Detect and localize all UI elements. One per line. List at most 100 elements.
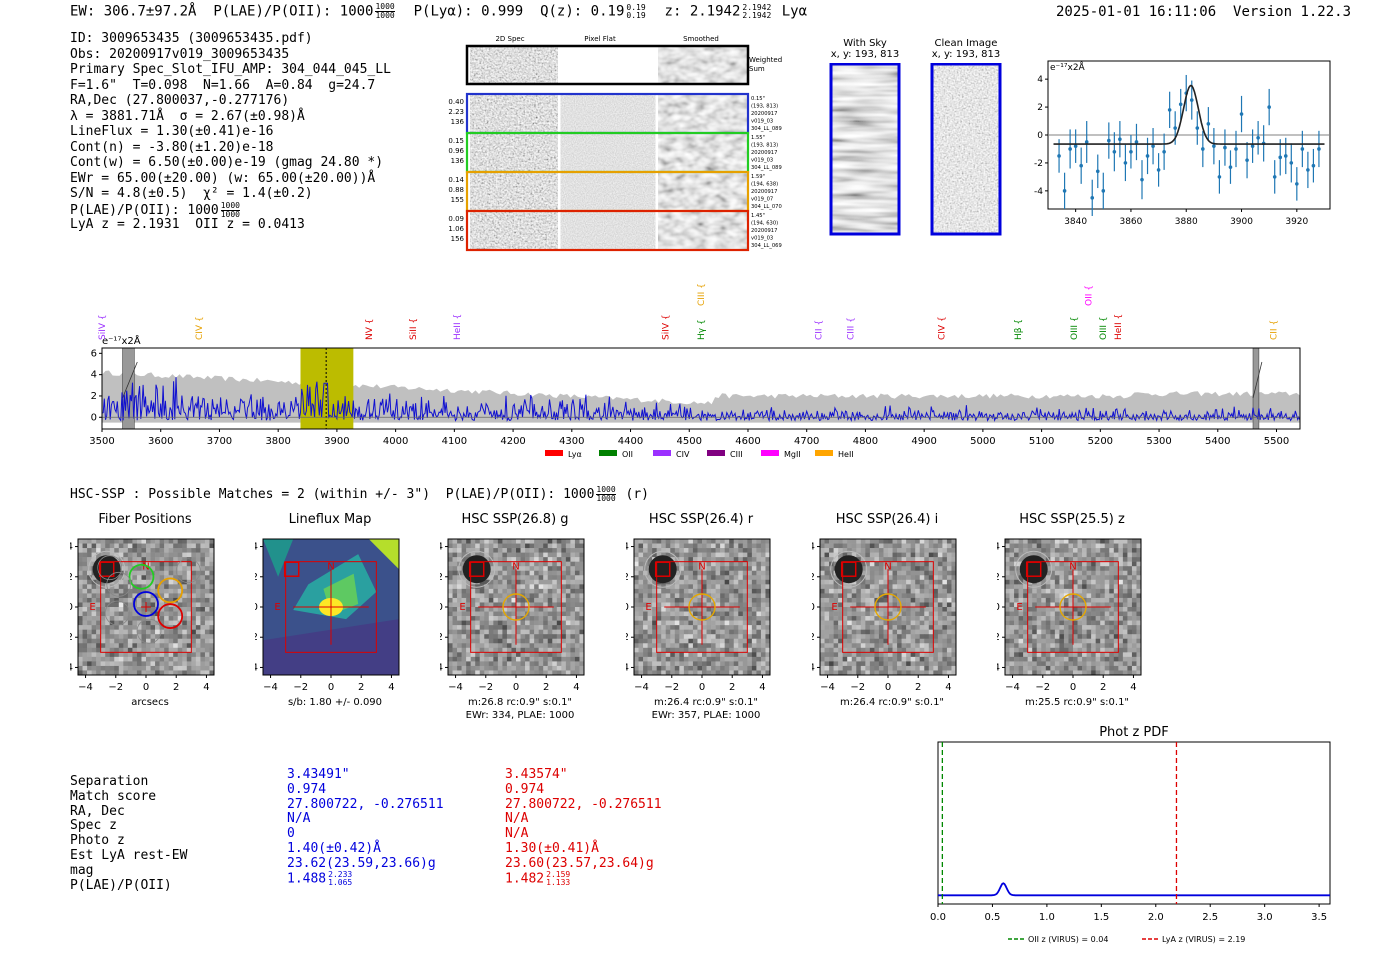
pixel <box>452 548 458 553</box>
pixel <box>910 548 916 553</box>
pixel <box>1086 548 1092 553</box>
pixel <box>751 566 757 572</box>
pixel <box>195 629 201 635</box>
legend-swatch <box>707 450 725 456</box>
pixel <box>556 570 562 576</box>
pixel <box>195 625 201 630</box>
pixel <box>856 579 862 585</box>
north-label: N <box>142 562 149 573</box>
pixel <box>565 575 571 581</box>
pixel <box>856 548 862 553</box>
pixel <box>1086 593 1092 599</box>
info-line: LyA z = 2.1931 OII z = 0.0413 <box>70 217 305 232</box>
pixel <box>574 625 580 630</box>
pixel <box>186 552 192 558</box>
pixel <box>1136 552 1142 558</box>
pixel <box>638 634 644 640</box>
pixel <box>1118 656 1124 662</box>
pixel <box>132 652 138 658</box>
pixel <box>1095 602 1101 608</box>
pixel <box>132 656 138 662</box>
pixel <box>1095 561 1101 567</box>
pixel <box>910 602 916 608</box>
pixel <box>906 634 911 640</box>
pixel <box>933 588 939 594</box>
pixel <box>820 575 825 581</box>
y-tick-label: 4 <box>626 542 629 553</box>
pixel <box>543 552 549 558</box>
pixel <box>200 607 206 612</box>
pixel <box>579 575 585 581</box>
pixel <box>1100 665 1106 671</box>
pixel <box>1036 602 1042 608</box>
pixel <box>915 557 921 562</box>
pixel <box>155 647 160 653</box>
pixel <box>479 665 485 671</box>
pixel <box>833 584 839 590</box>
pixel <box>647 643 653 649</box>
pixel <box>1127 629 1133 635</box>
pixel <box>556 543 562 549</box>
pixel <box>150 670 156 676</box>
pixel <box>1118 579 1124 585</box>
pixel <box>715 620 721 626</box>
pixel <box>479 656 485 662</box>
pixel <box>1109 665 1115 671</box>
pixel <box>951 548 957 553</box>
pixel <box>1063 584 1069 590</box>
pixel <box>874 647 880 653</box>
pixel <box>1127 643 1133 649</box>
pixel <box>1109 588 1115 594</box>
pixel <box>820 539 825 544</box>
pixel <box>729 643 735 649</box>
pixel <box>497 625 503 630</box>
pixel <box>1109 543 1115 549</box>
pixel <box>1136 597 1142 603</box>
pixel <box>1045 625 1051 630</box>
pixel <box>865 548 871 553</box>
pixel <box>1059 629 1065 635</box>
pixel <box>114 625 120 630</box>
pixel <box>1041 588 1047 594</box>
pixel <box>1122 607 1128 612</box>
pixel <box>87 557 92 562</box>
pixel <box>647 665 653 671</box>
pixel <box>878 552 884 558</box>
pixel <box>1036 625 1042 630</box>
pixel <box>136 539 142 544</box>
pixel <box>1118 552 1124 558</box>
pixel <box>520 634 526 640</box>
pixel <box>643 602 648 608</box>
pixel <box>647 620 653 626</box>
pixel <box>869 566 875 572</box>
pixel <box>114 602 120 608</box>
pixel <box>760 575 766 581</box>
pixel <box>906 616 911 621</box>
pixel <box>733 539 739 544</box>
pixel <box>150 607 156 612</box>
pixel <box>448 620 453 626</box>
pixel <box>461 584 467 590</box>
pixel <box>91 593 97 599</box>
pixel <box>683 665 689 671</box>
pixel <box>688 548 694 553</box>
pixel <box>547 665 553 671</box>
pixel <box>874 656 880 662</box>
pixel <box>765 647 771 653</box>
pixel <box>448 629 453 635</box>
pixel <box>173 670 179 676</box>
pixel <box>856 638 862 644</box>
pixel <box>164 620 169 626</box>
pixel <box>697 539 703 544</box>
pixel <box>1095 597 1101 603</box>
pixel <box>466 597 471 603</box>
pixel <box>78 652 83 658</box>
pixel <box>182 661 188 667</box>
pixel <box>114 647 120 653</box>
pixel <box>1122 620 1128 626</box>
pixel <box>820 588 825 594</box>
pixel <box>78 629 83 635</box>
pixel <box>511 665 517 671</box>
pixel <box>697 607 703 612</box>
pixel <box>733 548 739 553</box>
